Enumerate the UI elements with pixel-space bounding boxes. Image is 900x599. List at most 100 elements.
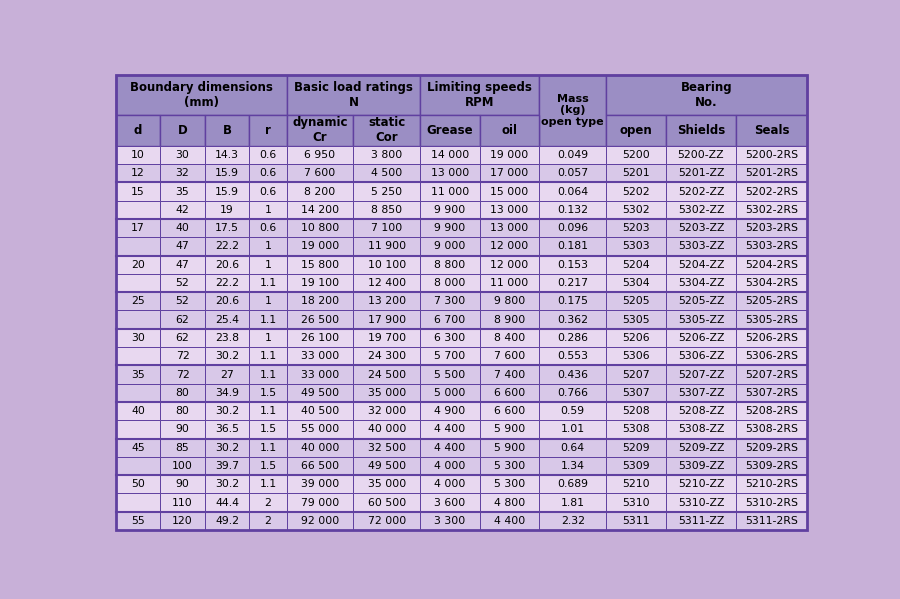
Text: 6 950: 6 950 — [304, 150, 336, 160]
Text: 1.34: 1.34 — [561, 461, 585, 471]
Bar — [205, 256, 249, 274]
Text: 1.01: 1.01 — [561, 425, 585, 434]
Text: 0.096: 0.096 — [557, 223, 589, 233]
Text: 62: 62 — [176, 314, 189, 325]
Text: 30: 30 — [131, 333, 145, 343]
Bar — [205, 219, 249, 237]
Bar — [205, 457, 249, 475]
Text: 5305: 5305 — [622, 314, 650, 325]
Bar — [420, 75, 539, 115]
Text: Boundary dimensions
(mm): Boundary dimensions (mm) — [130, 81, 273, 109]
Bar — [539, 256, 607, 274]
Text: 14 200: 14 200 — [301, 205, 339, 215]
Bar — [249, 457, 286, 475]
Text: 36.5: 36.5 — [215, 425, 239, 434]
Bar — [205, 182, 249, 201]
Text: Shields: Shields — [677, 124, 725, 137]
Text: 6 700: 6 700 — [435, 314, 465, 325]
Text: 25.4: 25.4 — [215, 314, 239, 325]
Bar — [480, 256, 539, 274]
Text: 4 000: 4 000 — [435, 461, 466, 471]
Text: Bearing
No.: Bearing No. — [680, 81, 733, 109]
Text: 0.59: 0.59 — [561, 406, 585, 416]
Text: 5210-ZZ: 5210-ZZ — [678, 479, 725, 489]
Text: 44.4: 44.4 — [215, 498, 239, 507]
Bar — [420, 164, 480, 182]
Bar — [539, 457, 607, 475]
Bar — [539, 365, 607, 383]
Bar — [286, 347, 354, 365]
Bar — [160, 329, 205, 347]
Text: 5205-ZZ: 5205-ZZ — [678, 297, 725, 306]
Text: 5303-2RS: 5303-2RS — [745, 241, 798, 252]
Bar — [607, 475, 666, 494]
Text: 5200: 5200 — [622, 150, 650, 160]
Bar — [736, 494, 807, 512]
Text: 8 400: 8 400 — [494, 333, 526, 343]
Bar — [666, 457, 736, 475]
Text: 0.6: 0.6 — [259, 223, 276, 233]
Text: 0.553: 0.553 — [557, 351, 589, 361]
Text: 11 000: 11 000 — [431, 186, 469, 196]
Bar — [736, 256, 807, 274]
Bar — [354, 347, 420, 365]
Text: 0.057: 0.057 — [557, 168, 589, 179]
Bar — [480, 329, 539, 347]
Bar — [160, 182, 205, 201]
Text: 5309: 5309 — [622, 461, 650, 471]
Bar — [160, 365, 205, 383]
Bar — [539, 75, 607, 146]
Bar — [539, 383, 607, 402]
Text: 5206-ZZ: 5206-ZZ — [678, 333, 725, 343]
Bar — [666, 475, 736, 494]
Bar — [354, 115, 420, 146]
Text: 5204-ZZ: 5204-ZZ — [678, 260, 725, 270]
Bar — [480, 115, 539, 146]
Text: 5207: 5207 — [622, 370, 650, 380]
Text: static
Cor: static Cor — [368, 116, 406, 144]
Bar — [607, 237, 666, 256]
Text: 9 900: 9 900 — [435, 223, 465, 233]
Text: 3 800: 3 800 — [372, 150, 402, 160]
Bar — [736, 365, 807, 383]
Text: 40: 40 — [176, 223, 189, 233]
Text: 4 400: 4 400 — [494, 516, 526, 526]
Text: 5 500: 5 500 — [435, 370, 465, 380]
Bar — [286, 457, 354, 475]
Bar — [480, 310, 539, 329]
Text: 5308-ZZ: 5308-ZZ — [678, 425, 725, 434]
Text: 30: 30 — [176, 150, 189, 160]
Text: 0.362: 0.362 — [557, 314, 589, 325]
Text: 5202-ZZ: 5202-ZZ — [678, 186, 725, 196]
Text: 17.5: 17.5 — [215, 223, 239, 233]
Bar — [115, 115, 160, 146]
Bar — [736, 146, 807, 164]
Bar — [539, 438, 607, 457]
Bar — [539, 274, 607, 292]
Bar — [607, 146, 666, 164]
Text: 90: 90 — [176, 479, 189, 489]
Bar — [249, 383, 286, 402]
Text: 5311-2RS: 5311-2RS — [745, 516, 798, 526]
Text: 9 800: 9 800 — [494, 297, 526, 306]
Bar — [354, 274, 420, 292]
Text: 35: 35 — [176, 186, 189, 196]
Bar — [666, 494, 736, 512]
Text: oil: oil — [501, 124, 518, 137]
Text: 5 700: 5 700 — [435, 351, 465, 361]
Text: 7 600: 7 600 — [494, 351, 526, 361]
Text: 30.2: 30.2 — [215, 479, 239, 489]
Bar — [205, 347, 249, 365]
Bar — [115, 201, 160, 219]
Bar — [160, 310, 205, 329]
Text: 85: 85 — [176, 443, 189, 453]
Bar — [286, 402, 354, 420]
Text: 10 100: 10 100 — [368, 260, 406, 270]
Bar — [480, 182, 539, 201]
Text: 5309-2RS: 5309-2RS — [745, 461, 798, 471]
Text: 5 000: 5 000 — [435, 388, 466, 398]
Text: 13 000: 13 000 — [431, 168, 469, 179]
Bar — [539, 402, 607, 420]
Text: 52: 52 — [176, 297, 189, 306]
Bar — [115, 457, 160, 475]
